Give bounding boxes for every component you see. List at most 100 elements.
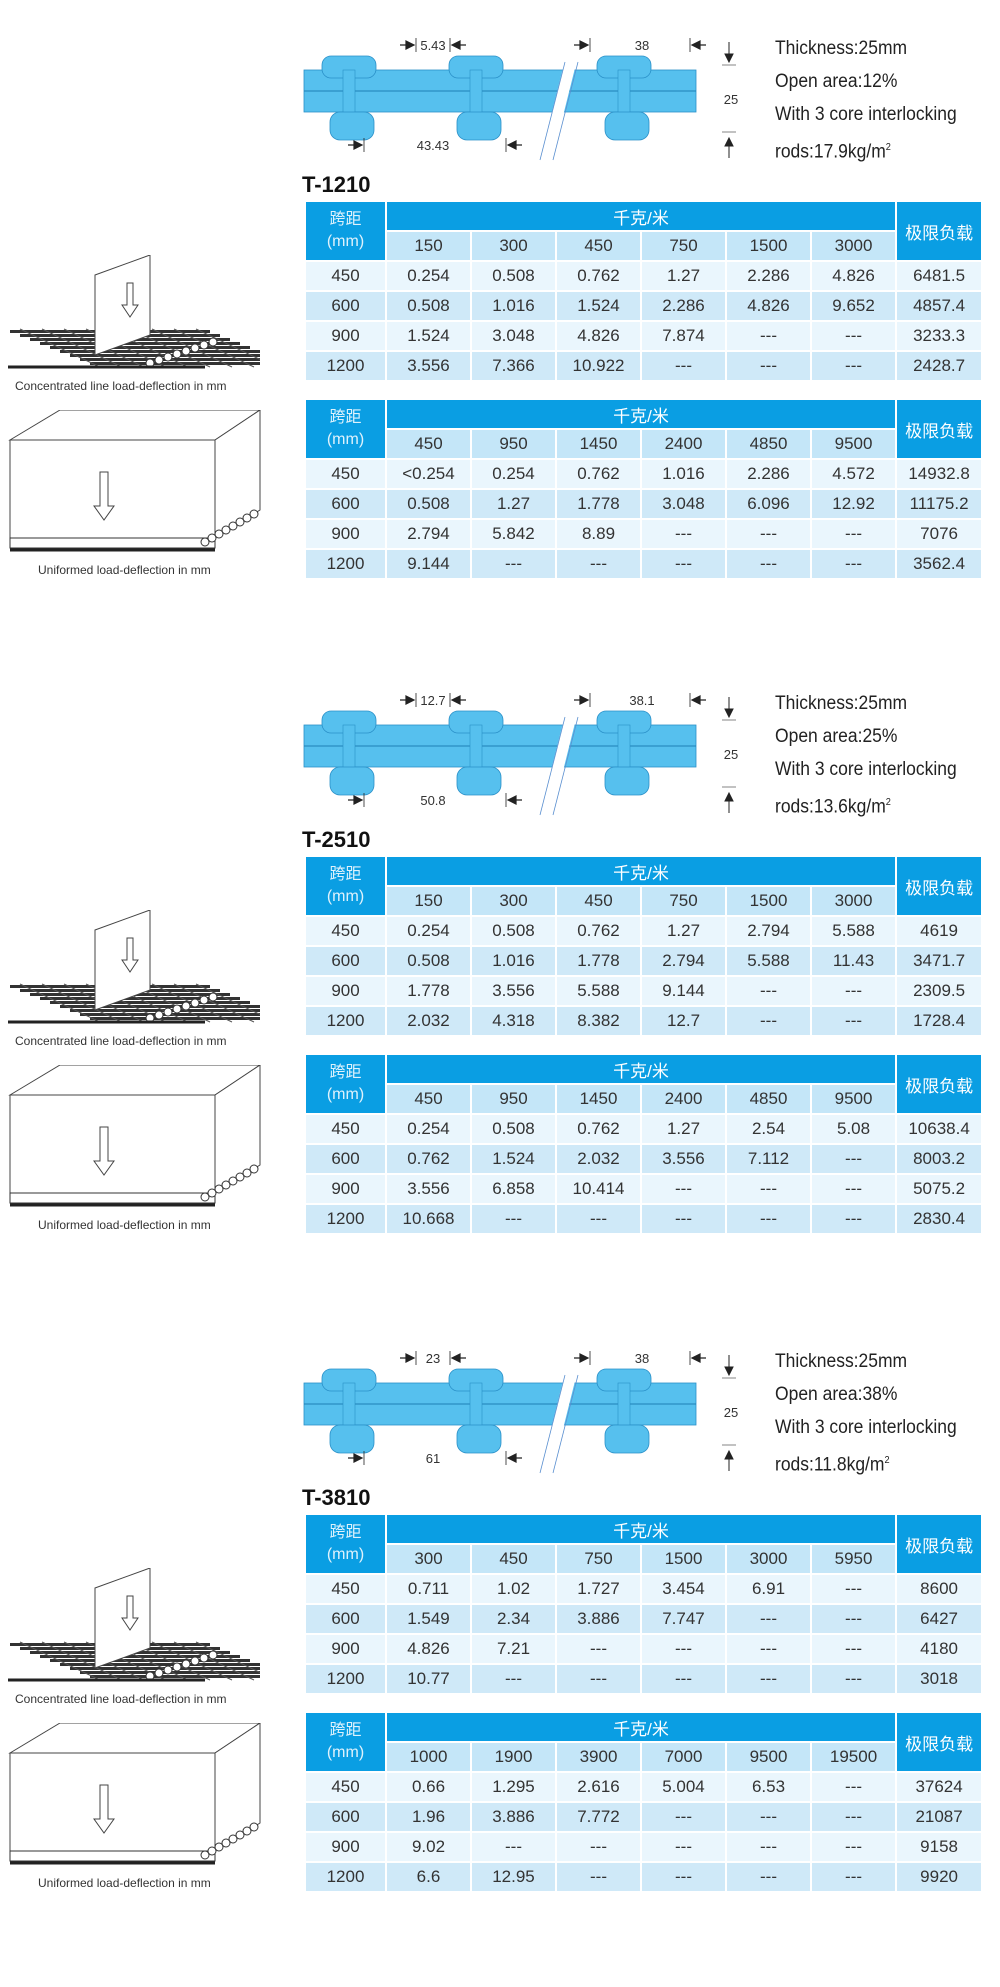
load-values-row: 150 300 450 750 1500 3000	[305, 885, 982, 917]
deflection-value: ---	[809, 975, 898, 1007]
deflection-value: 0.762	[555, 260, 642, 292]
table-row: 600 0.762 1.524 2.032 3.556 7.112 --- 8003.2	[304, 1143, 984, 1175]
specs-block: Thickness:25mm Open area:12% With 3 core i…	[775, 32, 957, 168]
limit-load-value: 21087	[895, 1801, 984, 1833]
header-row: 跨距 (mm) 千克/米 极限负载	[304, 200, 984, 262]
span-value: 900	[304, 518, 387, 550]
table-row: 900 4.826 7.21 --- --- --- --- 4180	[304, 1633, 984, 1665]
load-value: 1900	[470, 1741, 557, 1773]
deflection-value: 3.454	[640, 1573, 727, 1605]
spec-rods-text: rods:11.8kg/m	[775, 1454, 885, 1476]
load-value: 450	[470, 1543, 557, 1575]
load-value: 1500	[725, 230, 812, 262]
deflection-value: 3.048	[470, 320, 557, 352]
limit-load-value: 8600	[895, 1573, 984, 1605]
load-value: 1450	[555, 428, 642, 460]
span-value: 600	[304, 1603, 387, 1635]
deflection-value: ---	[640, 1831, 727, 1863]
deflection-value: ---	[809, 518, 898, 550]
line-load-figure	[0, 909, 290, 1035]
deflection-value: ---	[809, 1831, 898, 1863]
deflection-value: 1.295	[470, 1771, 557, 1803]
load-values-row: 300 450 750 1500 3000 5950	[305, 1543, 982, 1575]
deflection-value: 1.016	[470, 945, 557, 977]
product-section-t-1210: 5.43 38 43.43 25 Thickness:25mm Open area:12%…	[0, 0, 1000, 655]
span-value: 900	[304, 1173, 387, 1205]
deflection-value: 12.92	[809, 488, 898, 520]
limit-load-value: 4180	[895, 1633, 984, 1665]
deflection-value: ---	[555, 1633, 642, 1665]
spec-open-area: Open area:25%	[775, 726, 898, 747]
deflection-value: 5.588	[809, 915, 898, 947]
spec-open-area: Open area:12%	[775, 71, 898, 92]
header-row: 跨距 (mm) 千克/米 极限负载	[304, 1513, 984, 1575]
load-value: 950	[470, 428, 557, 460]
table-row: 1200 10.668 --- --- --- --- --- 2830.4	[304, 1203, 984, 1235]
deflection-table: 跨距 (mm) 千克/米 极限负载 300 450 750 1500 3000 5950 450 0.…	[304, 1513, 984, 1695]
deflection-value: ---	[555, 1663, 642, 1695]
deflection-value: ---	[809, 1603, 898, 1635]
uniform-load-figure	[0, 409, 270, 565]
limit-load-value: 6427	[895, 1603, 984, 1635]
deflection-value: ---	[725, 1801, 812, 1833]
span-unit: (mm)	[326, 233, 365, 250]
uniform-load-figure	[0, 1064, 270, 1220]
deflection-table: 跨距 (mm) 千克/米 极限负载 1000 1900 3900 7000 9500 19500 4…	[304, 1711, 984, 1893]
dim-pitch: 38.1	[629, 693, 654, 708]
deflection-value: 1.016	[640, 458, 727, 490]
deflection-value: 0.254	[385, 915, 472, 947]
limit-load-header: 极限负载	[895, 855, 984, 917]
deflection-value: ---	[725, 1203, 812, 1235]
deflection-value: 1.524	[385, 320, 472, 352]
uniform-load-caption: Uniformed load-deflection in mm	[38, 1218, 211, 1232]
model-title: T-2510	[302, 827, 371, 852]
load-value: 3000	[725, 1543, 812, 1575]
spec-rods-superscript: 2	[884, 1455, 890, 1466]
table-row: 450 <0.254 0.254 0.762 1.016 2.286 4.572 14932.…	[304, 458, 984, 490]
span-value: 1200	[304, 1861, 387, 1893]
spec-thickness: Thickness:25mm	[775, 1351, 908, 1372]
deflection-value: ---	[640, 548, 727, 580]
dim-gap: 5.43	[420, 38, 445, 53]
deflection-value: 3.556	[385, 350, 472, 382]
uniform-load-illustration	[8, 1064, 262, 1207]
deflection-value: 1.27	[640, 1113, 727, 1145]
deflection-value: 1.524	[470, 1143, 557, 1175]
limit-load-value: 3471.7	[895, 945, 984, 977]
spec-rods: rods:13.6kg/m2	[775, 786, 957, 823]
span-unit: (mm)	[326, 431, 365, 448]
load-value: 300	[385, 1543, 472, 1575]
table-row: 450 0.254 0.508 0.762 1.27 2.794 5.588 4619	[304, 915, 984, 947]
span-value: 1200	[304, 1005, 387, 1037]
specs-block: Thickness:25mm Open area:38% With 3 core i…	[775, 1345, 957, 1481]
span-value: 600	[304, 1143, 387, 1175]
deflection-value: 6.91	[725, 1573, 812, 1605]
deflection-value: ---	[640, 1861, 727, 1893]
deflection-value: 0.508	[470, 1113, 557, 1145]
load-header: 千克/米	[384, 1513, 898, 1545]
table-row: 900 1.524 3.048 4.826 7.874 --- --- 3233.3	[304, 320, 984, 352]
uniform-load-illustration	[8, 409, 262, 552]
deflection-value: 8.382	[555, 1005, 642, 1037]
deflection-value: 5.842	[470, 518, 557, 550]
deflection-value: 0.508	[385, 290, 472, 322]
deflection-value: 1.27	[640, 260, 727, 292]
limit-load-value: 10638.4	[895, 1113, 984, 1145]
limit-load-value: 2428.7	[895, 350, 984, 382]
product-section-t-2510: 12.7 38.1 50.8 25 Thickness:25mm Open area:25…	[0, 655, 1000, 1310]
span-label: 跨距	[329, 1524, 362, 1541]
deflection-value: ---	[809, 1143, 898, 1175]
deflection-value: ---	[640, 1633, 727, 1665]
deflection-value: 2.032	[555, 1143, 642, 1175]
load-value: 1500	[725, 885, 812, 917]
load-value: 9500	[725, 1741, 812, 1773]
table-row: 900 9.02 --- --- --- --- --- 9158	[304, 1831, 984, 1863]
limit-load-header: 极限负载	[895, 1053, 984, 1115]
load-value: 3900	[555, 1741, 642, 1773]
deflection-value: 1.778	[385, 975, 472, 1007]
span-value: 450	[304, 915, 387, 947]
deflection-value: ---	[809, 1633, 898, 1665]
line-load-caption: Concentrated line load-deflection in mm	[15, 1692, 227, 1706]
span-unit: (mm)	[326, 1546, 365, 1563]
deflection-value: 2.34	[470, 1603, 557, 1635]
